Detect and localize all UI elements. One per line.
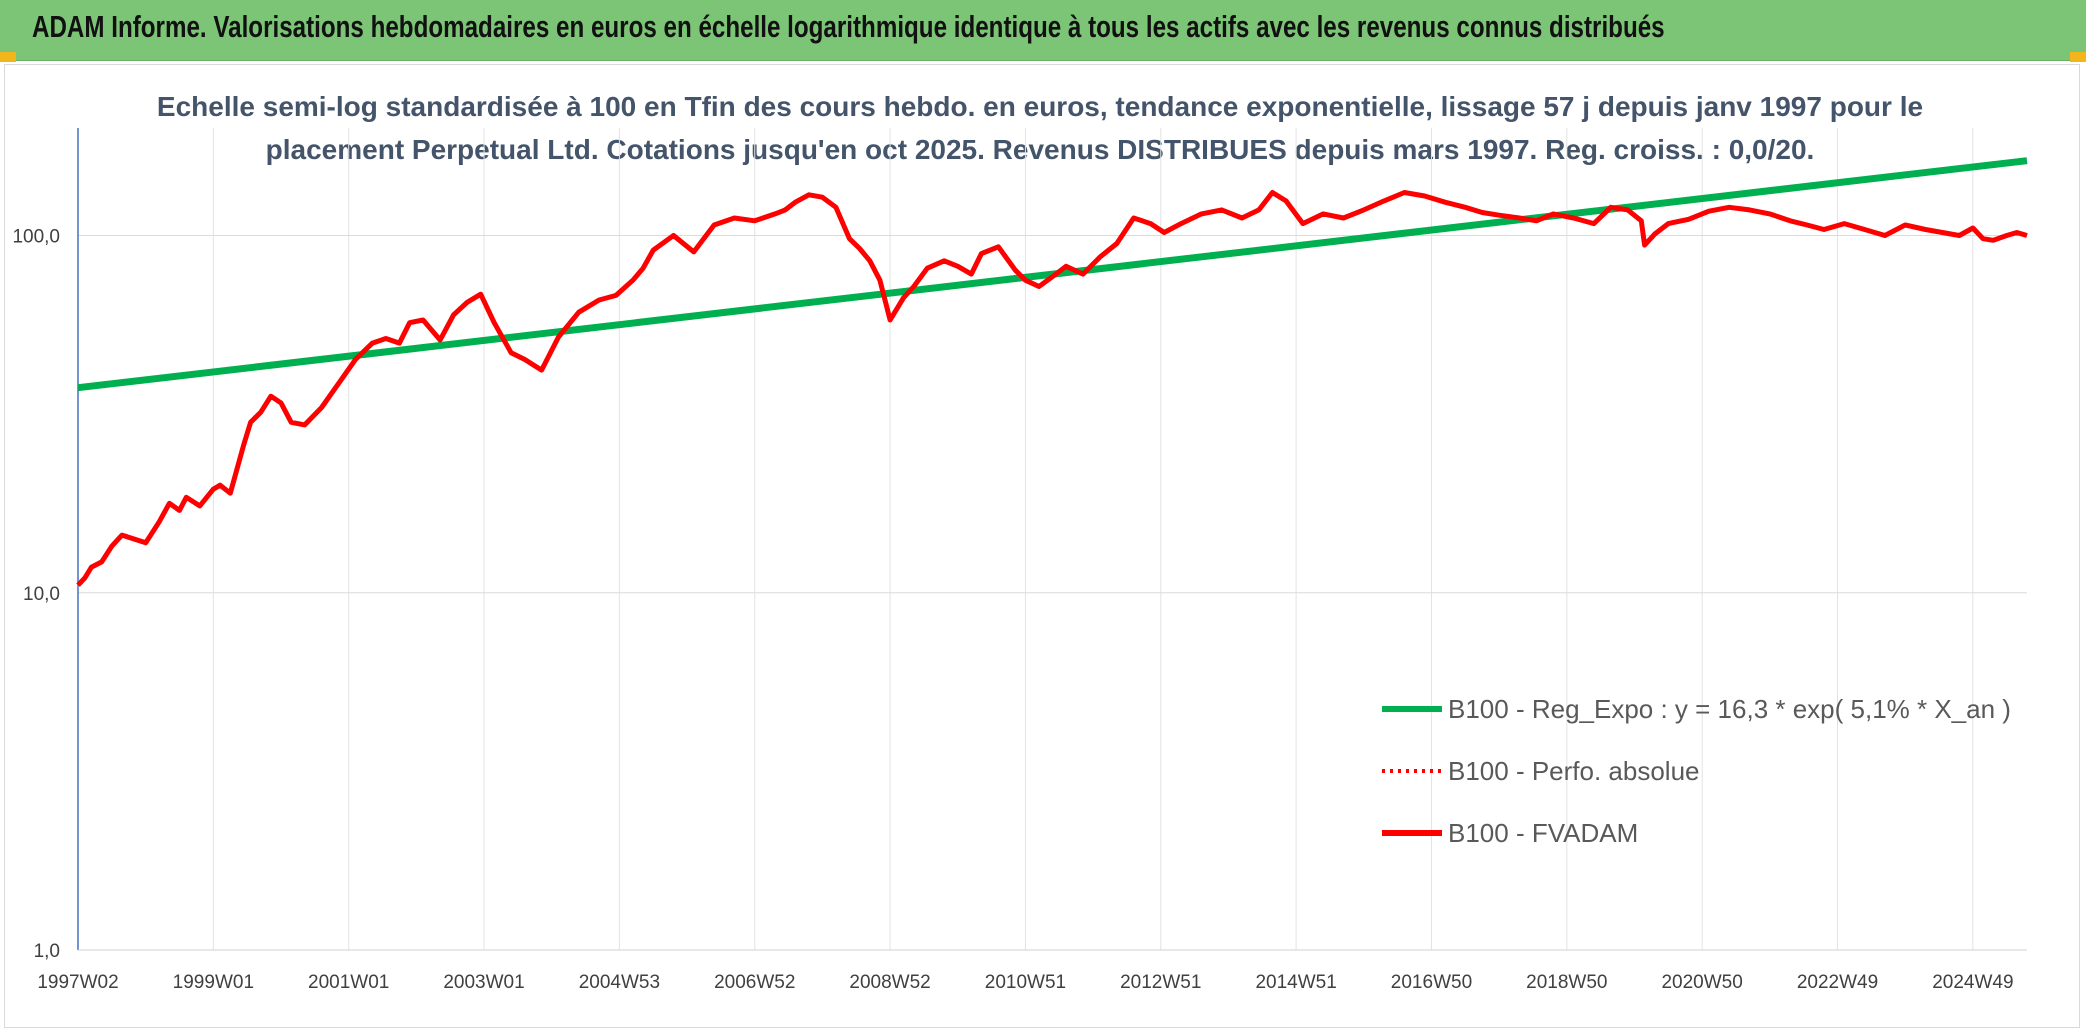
legend-item-regression[interactable]: B100 - Reg_Expo : y = 16,3 * exp( 5,1% *… — [1382, 694, 2011, 724]
x-tick-label: 2003W01 — [443, 972, 524, 993]
axes: 1997W02 1999W01 2001W01 2003W01 2004W53 2006W… — [12, 128, 2027, 993]
y-tick-label: 10,0 — [23, 584, 60, 605]
x-tick-label: 2016W50 — [1391, 972, 1472, 993]
chart-frame — [4, 64, 2080, 1028]
chart-subtitle-line-2: placement Perpetual Ltd. Cotations jusqu… — [266, 134, 1815, 165]
x-tick-label: 2018W50 — [1526, 972, 1607, 993]
y-tick-label: 100,0 — [12, 227, 60, 248]
legend-label-regression: B100 - Reg_Expo : y = 16,3 * exp( 5,1% *… — [1448, 694, 2011, 724]
x-tick-label: 2014W51 — [1255, 972, 1336, 993]
x-tick-label: 1999W01 — [173, 972, 254, 993]
header-bar: ADAM Informe. Valorisations hebdomadaire… — [0, 0, 2086, 61]
x-tick-label: 2020W50 — [1661, 972, 1742, 993]
legend-item-fvadam[interactable]: B100 - FVADAM — [1382, 818, 1638, 848]
page-title: ADAM Informe. Valorisations hebdomadaire… — [32, 9, 1665, 44]
x-tick-label: 2024W49 — [1932, 972, 2013, 993]
legend: B100 - Reg_Expo : y = 16,3 * exp( 5,1% *… — [1382, 694, 2011, 848]
corner-marker — [2070, 52, 2086, 62]
series-line-fvadam — [76, 190, 2028, 587]
plot-area — [76, 157, 2028, 587]
x-tick-label: 2001W01 — [308, 972, 389, 993]
legend-label-perfo-absolue: B100 - Perfo. absolue — [1448, 756, 1700, 786]
x-tick-label: 2006W52 — [714, 972, 795, 993]
y-tick-label: 1,0 — [34, 941, 60, 962]
legend-item-perfo-absolue[interactable]: B100 - Perfo. absolue — [1382, 756, 1700, 786]
corner-marker — [0, 52, 16, 62]
grid — [77, 128, 2027, 951]
x-tick-label: 2022W49 — [1797, 972, 1878, 993]
x-tick-label: 2010W51 — [985, 972, 1066, 993]
x-tick-label: 2012W51 — [1120, 972, 1201, 993]
x-tick-label: 2008W52 — [849, 972, 930, 993]
legend-label-fvadam: B100 - FVADAM — [1448, 818, 1638, 848]
x-tick-label: 2004W53 — [579, 972, 660, 993]
x-tick-label: 1997W02 — [37, 972, 118, 993]
chart-subtitle-line-1: Echelle semi-log standardisée à 100 en T… — [157, 91, 1923, 122]
